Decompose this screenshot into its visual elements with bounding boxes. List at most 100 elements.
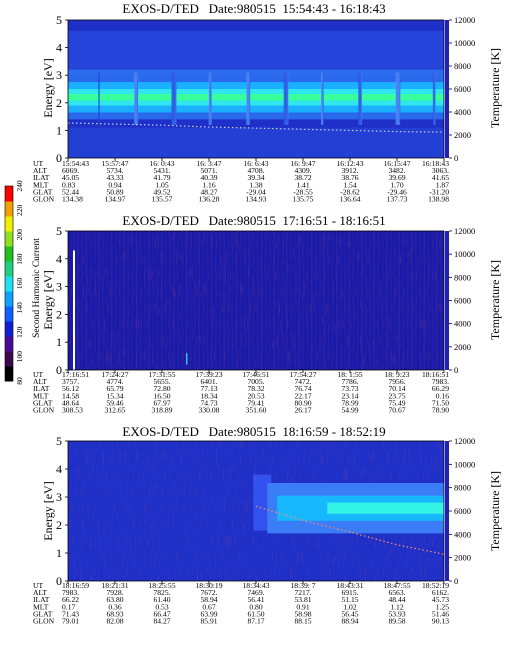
- y-tick-label: 1: [56, 335, 62, 349]
- colorbar-tick-label: 240: [15, 180, 24, 192]
- y-tick-label: 5: [56, 13, 62, 27]
- info-cell: 138.98: [428, 195, 449, 204]
- spectral-burst: [253, 474, 272, 531]
- info-cell: 66.47: [153, 609, 170, 618]
- info-cell: 17:39:23: [195, 370, 222, 379]
- info-cell: 18: 9:23: [384, 370, 409, 379]
- y2-tick-label: 10000: [454, 249, 475, 259]
- panel-1-y2label: Temperature [K]: [488, 48, 502, 128]
- info-cell: 53.93: [388, 609, 405, 618]
- info-cell: 6162.: [432, 588, 449, 597]
- info-cell: 59.46: [106, 398, 123, 407]
- colorbar-swatch: [5, 351, 13, 367]
- panel-1-plot: [67, 20, 445, 158]
- info-cell: 0.16: [436, 391, 449, 400]
- info-cell: 40.39: [200, 173, 217, 182]
- info-cell: 80.90: [294, 398, 311, 407]
- spectral-band-peak: [327, 502, 444, 514]
- y-tick-label: 5: [56, 434, 62, 448]
- y-tick-label: 2: [56, 518, 62, 532]
- info-row-label: MLT: [33, 391, 49, 400]
- info-cell: 18.34: [200, 391, 217, 400]
- colorbar-swatch: [5, 321, 13, 337]
- info-cell: 51.46: [432, 609, 449, 618]
- info-cell: 1.02: [343, 602, 356, 611]
- y-tick-label: 0: [56, 574, 62, 588]
- noise-texture: [68, 231, 444, 370]
- info-cell: 312.65: [105, 406, 126, 415]
- info-cell: 15.34: [106, 391, 123, 400]
- info-cell: 17:54:27: [289, 370, 316, 379]
- info-cell: 70.67: [388, 406, 405, 415]
- info-row-label: ALT: [33, 166, 47, 175]
- info-row-label: GLAT: [33, 609, 53, 618]
- colorbar-swatch: [5, 291, 13, 307]
- info-cell: 43.33: [106, 173, 123, 182]
- info-cell: 78.90: [432, 406, 449, 415]
- info-cell: -28.55: [293, 187, 313, 196]
- panel-3-ylabel: Energy [eV]: [41, 481, 55, 540]
- info-cell: 75.49: [388, 398, 405, 407]
- info-row-label: ALT: [33, 377, 47, 386]
- info-cell: -28.62: [340, 187, 360, 196]
- y-tick-label: 3: [56, 490, 62, 504]
- y2-tick-label: 2000: [454, 342, 471, 352]
- info-cell: 26.17: [294, 406, 311, 415]
- info-cell: 41.79: [153, 173, 170, 182]
- info-cell: 351.60: [246, 406, 267, 415]
- spectral-striation: [208, 72, 211, 125]
- info-cell: 56.12: [62, 384, 79, 393]
- info-cell: 71.43: [62, 609, 79, 618]
- panel-2-title: EXOS-D/TED Date:980515 17:16:51 - 18:16:…: [122, 213, 385, 228]
- info-cell: 7928.: [106, 588, 123, 597]
- info-cell: 137.73: [387, 195, 408, 204]
- colorbar-tick-label: 160: [15, 278, 24, 290]
- info-cell: 17:24:27: [101, 370, 128, 379]
- info-cell: 6915.: [341, 588, 358, 597]
- info-cell: 5655.: [153, 377, 170, 386]
- info-cell: 48.44: [388, 595, 405, 604]
- spectral-striation: [358, 72, 362, 125]
- info-cell: 54.99: [341, 406, 358, 415]
- info-row-label: ILAT: [33, 595, 50, 604]
- y-tick-label: 0: [56, 151, 62, 165]
- info-cell: 18:39: 7: [290, 581, 315, 590]
- info-cell: 1.05: [155, 180, 168, 189]
- y2-tick-label: 8000: [454, 483, 471, 493]
- colorbar: 80 100 120 140 160 180 200 220 240 Second Harmon…: [4, 180, 42, 385]
- info-row-label: MLT: [33, 180, 49, 189]
- spectral-striation: [246, 72, 250, 125]
- info-row-label: ALT: [33, 588, 47, 597]
- info-cell: 134.38: [62, 195, 83, 204]
- info-cell: 18:30:19: [195, 581, 222, 590]
- y-tick-label: 4: [56, 462, 62, 476]
- y2-tick-label: 8000: [454, 272, 471, 282]
- y-tick-label: 4: [56, 252, 62, 266]
- colorbar-swatch: [5, 306, 13, 322]
- info-cell: 78.99: [341, 398, 358, 407]
- info-cell: 7672.: [200, 588, 217, 597]
- data-gap-line: [73, 250, 75, 370]
- y2-colour-strip: [445, 231, 449, 370]
- panel-3: EXOS-D/TED Date:980515 18:16:59 - 18:52:…: [33, 424, 502, 626]
- spectral-striation: [320, 72, 323, 125]
- y-tick-label: 3: [56, 280, 62, 294]
- info-cell: 17:31:55: [148, 370, 175, 379]
- info-cell: 89.58: [388, 617, 405, 626]
- panel-3-plot: [68, 441, 445, 581]
- spectral-striation: [432, 72, 435, 125]
- info-cell: 72.80: [153, 384, 170, 393]
- temperature-curve: [255, 505, 445, 555]
- spectral-band-peak: [68, 93, 444, 101]
- info-cell: 51.15: [341, 595, 358, 604]
- info-row-label: UT: [33, 581, 43, 590]
- info-cell: 1.12: [390, 602, 403, 611]
- panel-1-title: EXOS-D/TED Date:980515 15:54:43 - 16:18:…: [122, 1, 385, 16]
- info-cell: 79.01: [62, 617, 79, 626]
- y-axis-ticks: 0 1 2 3 4 5: [56, 434, 68, 588]
- info-row-label: UT: [33, 370, 43, 379]
- info-cell: 1.87: [436, 180, 449, 189]
- colorbar-ticks: 80 100 120 140 160 180 200 220 240: [15, 180, 24, 385]
- info-cell: 5071.: [200, 166, 217, 175]
